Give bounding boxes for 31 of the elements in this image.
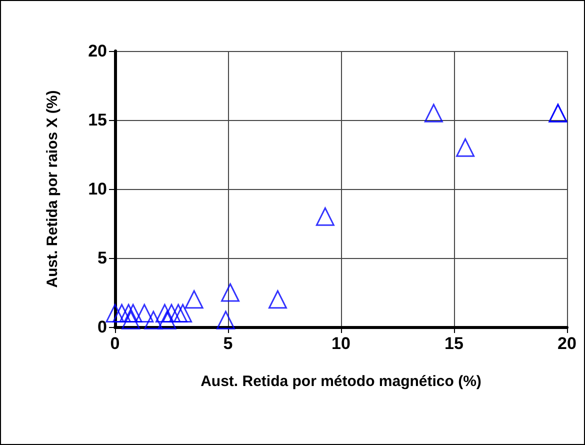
point (456, 138, 475, 157)
point (424, 104, 443, 122)
point (316, 207, 334, 226)
x-tick-label: 5 (223, 334, 233, 353)
x-axis-title: Aust. Retida por método magnético (%) (200, 373, 482, 390)
y-tick-label: 20 (88, 42, 107, 60)
x-tick-label: 10 (332, 334, 350, 353)
y-tick-label: 10 (88, 180, 107, 198)
point (216, 310, 235, 330)
point (144, 310, 163, 330)
y-axis-title: Aust. Retida por raios X (%) (44, 90, 61, 288)
point (155, 304, 174, 322)
x-tick-label: 15 (444, 334, 464, 353)
point (124, 304, 142, 322)
point (106, 304, 124, 322)
point (268, 290, 287, 309)
x-tick-label: 20 (558, 334, 576, 353)
point (184, 290, 204, 309)
point (169, 304, 188, 322)
point (135, 304, 154, 322)
point (162, 304, 181, 322)
point (174, 304, 192, 322)
y-tick-label: 15 (88, 110, 107, 130)
y-tick-label: 0 (98, 318, 107, 336)
y-tick-label: 5 (98, 248, 107, 268)
x-tick-label: 0 (110, 334, 120, 353)
point (122, 310, 140, 330)
point (112, 304, 132, 322)
point (119, 304, 138, 322)
point (158, 310, 176, 330)
point (221, 283, 240, 302)
